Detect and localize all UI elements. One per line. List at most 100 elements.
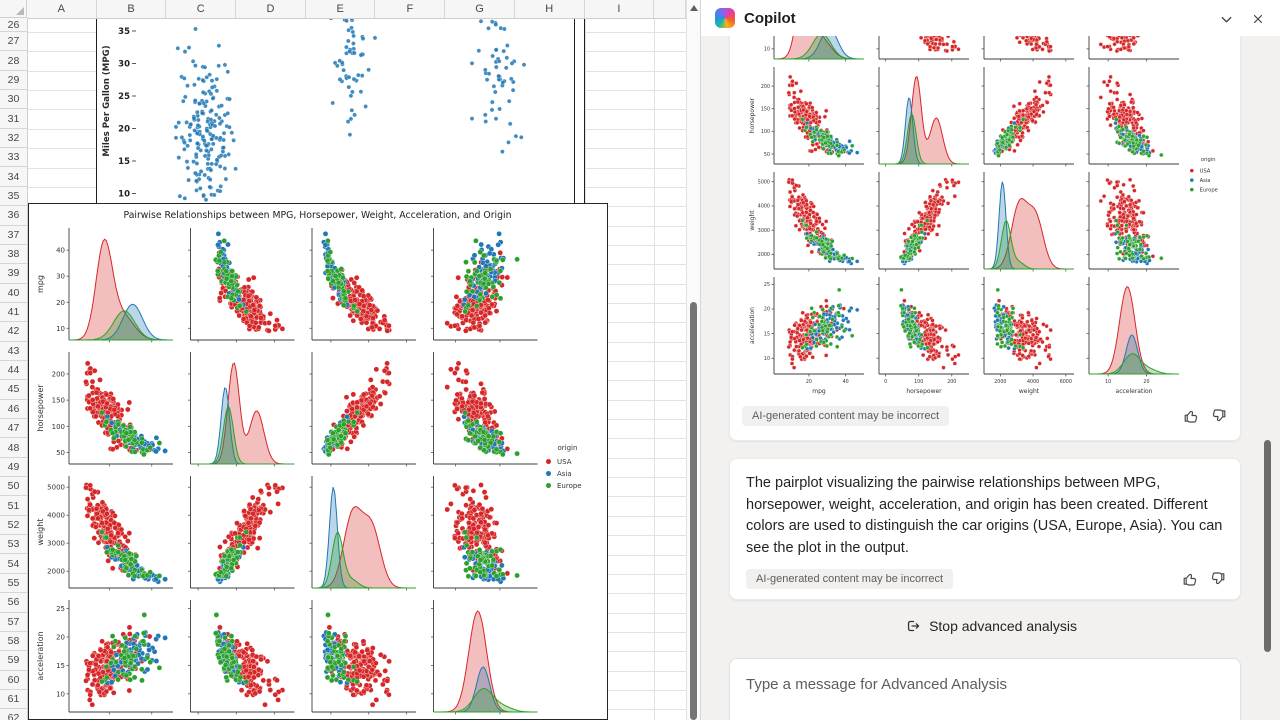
row-header[interactable]: 47 xyxy=(0,419,27,439)
svg-text:15: 15 xyxy=(118,157,130,167)
row-header[interactable]: 39 xyxy=(0,264,27,284)
svg-text:150: 150 xyxy=(52,397,65,405)
row-header[interactable]: 41 xyxy=(0,303,27,323)
close-icon xyxy=(1253,14,1263,24)
row-header[interactable]: 40 xyxy=(0,284,27,303)
row-header[interactable]: 51 xyxy=(0,496,27,516)
svg-text:acceleration: acceleration xyxy=(36,631,45,680)
exit-arrow-icon xyxy=(907,620,920,632)
close-panel-button[interactable] xyxy=(1247,8,1269,30)
strip-plot-chart[interactable]: Miles Per Gallon (MPG) 10 15 20 25 30 35 xyxy=(96,0,585,203)
column-header[interactable]: G xyxy=(445,0,515,18)
scroll-up-arrow-icon[interactable] xyxy=(690,5,698,11)
column-header[interactable]: C xyxy=(166,0,237,18)
svg-text:Asia: Asia xyxy=(557,470,572,478)
row-header[interactable]: 35 xyxy=(0,187,27,207)
chat-image-card: Pairwise Relationships between MPG, Hors… xyxy=(729,36,1241,441)
row-header[interactable]: 48 xyxy=(0,438,27,458)
ai-disclaimer-badge: AI-generated content may be incorrect xyxy=(742,406,950,426)
svg-text:20: 20 xyxy=(56,633,65,641)
svg-text:30: 30 xyxy=(56,273,65,281)
svg-text:10: 10 xyxy=(764,47,770,53)
column-header[interactable]: D xyxy=(236,0,306,18)
row-header[interactable]: 29 xyxy=(0,71,27,91)
row-header[interactable]: 33 xyxy=(0,148,27,168)
row-header[interactable]: 36 xyxy=(0,206,27,226)
select-all-corner[interactable] xyxy=(0,0,27,18)
svg-text:25: 25 xyxy=(118,92,130,102)
svg-text:20: 20 xyxy=(56,299,65,307)
scrollbar-thumb[interactable] xyxy=(690,302,697,720)
svg-text:10: 10 xyxy=(118,190,130,200)
row-header[interactable]: 30 xyxy=(0,90,27,110)
row-header[interactable]: 44 xyxy=(0,361,27,381)
row-header[interactable]: 56 xyxy=(0,593,27,613)
svg-text:mpg: mpg xyxy=(36,275,45,293)
row-header[interactable]: 37 xyxy=(0,226,27,245)
row-header[interactable]: 50 xyxy=(0,477,27,497)
svg-text:Pairwise Relationships between: Pairwise Relationships between MPG, Hors… xyxy=(124,210,512,221)
thumbs-up-button[interactable] xyxy=(1182,407,1200,425)
row-header[interactable]: 42 xyxy=(0,322,27,342)
column-header[interactable]: I xyxy=(585,0,655,18)
svg-text:15: 15 xyxy=(56,662,65,670)
svg-text:30: 30 xyxy=(118,60,130,70)
chat-scroll-area: Pairwise Relationships between MPG, Hors… xyxy=(701,36,1280,720)
svg-text:20: 20 xyxy=(118,125,130,135)
copilot-logo-icon xyxy=(715,8,735,28)
row-header[interactable]: 31 xyxy=(0,109,27,129)
column-header[interactable]: E xyxy=(306,0,376,18)
row-header[interactable]: 62 xyxy=(0,709,27,720)
row-header[interactable]: 52 xyxy=(0,516,27,536)
row-header[interactable]: 32 xyxy=(0,129,27,149)
copilot-header: Copilot xyxy=(701,0,1280,36)
thumbs-down-button[interactable] xyxy=(1209,570,1227,588)
column-header[interactable]: H xyxy=(515,0,585,18)
row-header[interactable]: 28 xyxy=(0,51,27,71)
row-header[interactable]: 60 xyxy=(0,671,27,690)
chart-frame-line xyxy=(574,0,576,203)
svg-text:50: 50 xyxy=(56,449,65,457)
svg-text:4000: 4000 xyxy=(47,512,65,520)
gridline xyxy=(654,18,656,720)
ai-disclaimer-badge: AI-generated content may be incorrect xyxy=(746,569,954,589)
svg-text:100: 100 xyxy=(52,423,65,431)
panel-scrollbar-thumb[interactable] xyxy=(1264,440,1271,652)
row-header[interactable]: 58 xyxy=(0,632,27,652)
row-header[interactable]: 59 xyxy=(0,651,27,671)
row-header[interactable]: 55 xyxy=(0,574,27,594)
message-input[interactable]: Type a message for Advanced Analysis xyxy=(729,658,1241,720)
svg-text:10: 10 xyxy=(56,690,65,698)
pairplot-canvas: Pairwise Relationships between MPG, Hors… xyxy=(29,204,607,720)
row-header[interactable]: 45 xyxy=(0,380,27,400)
column-header[interactable]: A xyxy=(27,0,97,18)
row-header[interactable]: 53 xyxy=(0,535,27,555)
row-header[interactable]: 61 xyxy=(0,690,27,710)
stop-button-label: Stop advanced analysis xyxy=(929,618,1077,634)
thumbs-up-button[interactable] xyxy=(1181,570,1199,588)
copilot-panel: Pairwise Relationships between MPG, Hors… xyxy=(700,0,1280,720)
svg-text:35: 35 xyxy=(118,27,130,37)
row-header[interactable]: 34 xyxy=(0,168,27,187)
assistant-message-text: The pairplot visualizing the pairwise re… xyxy=(746,475,1223,556)
collapse-panel-button[interactable] xyxy=(1215,8,1237,30)
row-header[interactable]: 46 xyxy=(0,400,27,420)
row-header[interactable]: 43 xyxy=(0,342,27,361)
row-header[interactable]: 49 xyxy=(0,458,27,478)
sheet-vertical-scrollbar[interactable] xyxy=(686,0,700,720)
svg-text:horsepower: horsepower xyxy=(36,384,45,432)
thumbs-down-button[interactable] xyxy=(1210,407,1228,425)
column-header[interactable]: F xyxy=(376,0,446,18)
pairplot-image[interactable]: Pairwise Relationships between MPG, Hors… xyxy=(742,36,1242,401)
row-header[interactable]: 57 xyxy=(0,613,27,632)
stop-advanced-analysis-button[interactable]: Stop advanced analysis xyxy=(897,614,1085,638)
row-header[interactable]: 27 xyxy=(0,32,27,52)
row-header[interactable]: 26 xyxy=(0,18,27,32)
row-header[interactable]: 54 xyxy=(0,555,27,574)
pairplot-chart[interactable]: Pairwise Relationships between MPG, Hors… xyxy=(28,203,608,720)
column-header[interactable]: B xyxy=(97,0,167,18)
svg-text:25: 25 xyxy=(56,605,65,613)
column-header[interactable] xyxy=(654,0,686,18)
row-header[interactable]: 38 xyxy=(0,245,27,265)
